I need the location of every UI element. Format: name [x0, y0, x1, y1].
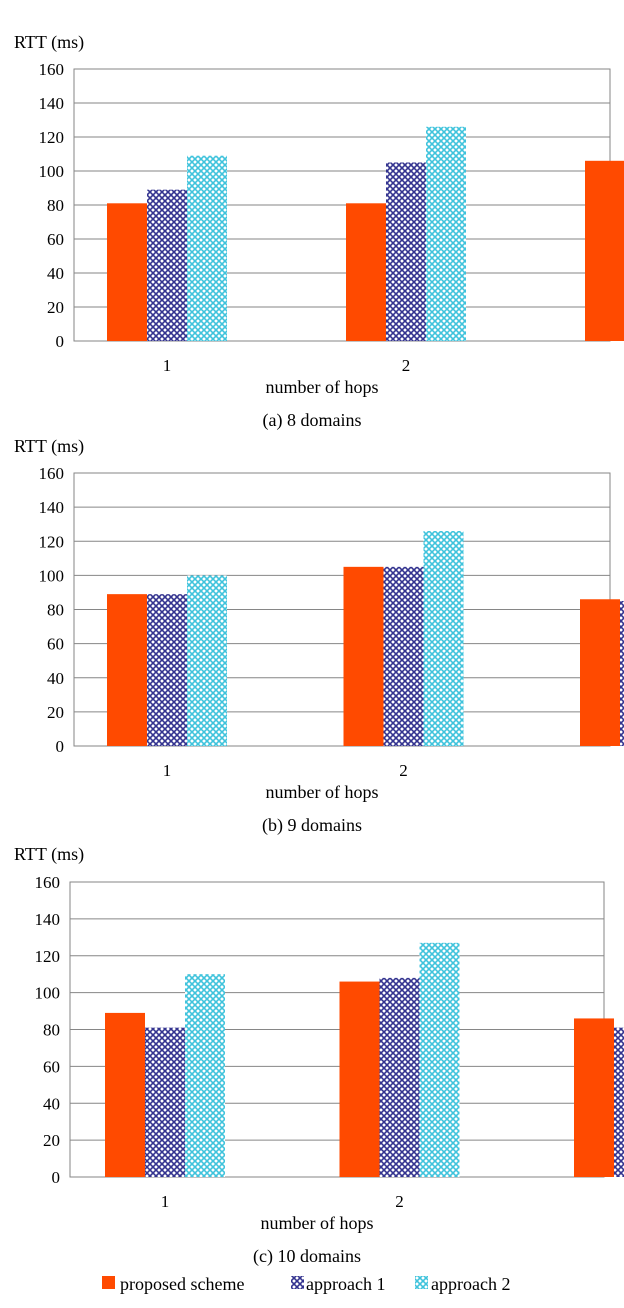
y-tick-label: 60	[47, 635, 64, 654]
chart-caption: (b) 9 domains	[262, 815, 362, 836]
bar-approach-1-hop-2	[379, 977, 420, 1177]
legend-swatch	[102, 1276, 115, 1289]
y-tick-label: 40	[47, 264, 64, 283]
bar-approach-1-hop-2	[386, 162, 426, 341]
bar-proposed-scheme-hop-1	[107, 594, 147, 746]
chart-caption: (c) 10 domains	[253, 1246, 361, 1267]
x-tick-label: 1	[163, 761, 172, 780]
bar-approach-1-hop-1	[147, 189, 187, 341]
x-axis-label: number of hops	[266, 782, 379, 802]
bar-proposed-scheme-hop-3	[585, 160, 624, 341]
legend-label: proposed scheme	[120, 1274, 244, 1294]
bar-approach-1-hop-3	[620, 600, 624, 746]
y-tick-label: 0	[56, 332, 65, 351]
legend: proposed scheme approach 1 approach 2	[102, 1274, 510, 1294]
y-tick-label: 140	[39, 498, 65, 517]
y-tick-label: 0	[56, 737, 65, 756]
x-tick-label: 2	[402, 356, 411, 375]
y-tick-label: 100	[39, 162, 65, 181]
bar-approach-1-hop-1	[147, 594, 187, 746]
bar-approach-2-hop-2	[423, 531, 464, 746]
bar-proposed-scheme-hop-3	[574, 1018, 614, 1177]
y-tick-label: 100	[39, 566, 65, 585]
y-tick-label: 40	[43, 1094, 60, 1113]
chart-caption: (a) 8 domains	[263, 410, 362, 431]
bar-approach-2-hop-2	[419, 942, 460, 1177]
y-tick-label: 140	[39, 94, 65, 113]
chart-panel: RTT (ms)020406080100120140160123number o…	[14, 32, 624, 431]
chart-panel: RTT (ms)020406080100120140160123number o…	[14, 436, 624, 836]
y-tick-label: 160	[35, 873, 61, 892]
y-tick-label: 80	[47, 196, 64, 215]
x-tick-label: 2	[399, 761, 408, 780]
y-tick-label: 60	[43, 1057, 60, 1076]
bar-proposed-scheme-hop-2	[346, 203, 386, 341]
x-tick-label: 2	[395, 1192, 404, 1211]
y-tick-label: 120	[39, 128, 65, 147]
bar-approach-2-hop-2	[426, 126, 466, 341]
bar-approach-1-hop-2	[383, 566, 424, 746]
y-tick-label: 80	[47, 601, 64, 620]
legend-label: approach 2	[431, 1274, 510, 1294]
bar-proposed-scheme-hop-2	[339, 981, 380, 1177]
bar-approach-2-hop-1	[185, 974, 225, 1177]
y-tick-label: 60	[47, 230, 64, 249]
legend-swatch	[291, 1276, 304, 1289]
y-tick-label: 160	[39, 464, 65, 483]
x-tick-label: 1	[163, 356, 172, 375]
x-axis-label: number of hops	[261, 1213, 374, 1233]
y-tick-label: 120	[39, 532, 65, 551]
bar-proposed-scheme-hop-3	[580, 599, 620, 746]
y-tick-label: 140	[35, 910, 61, 929]
bar-approach-2-hop-1	[187, 575, 227, 746]
bar-approach-1-hop-1	[145, 1027, 185, 1177]
y-tick-label: 20	[43, 1131, 60, 1150]
legend-swatch	[415, 1276, 428, 1289]
y-tick-label: 160	[39, 60, 65, 79]
y-axis-label: RTT (ms)	[14, 844, 84, 865]
y-tick-label: 100	[35, 984, 61, 1003]
bar-proposed-scheme-hop-2	[343, 566, 384, 746]
y-tick-label: 80	[43, 1021, 60, 1040]
y-tick-label: 20	[47, 298, 64, 317]
y-axis-label: RTT (ms)	[14, 436, 84, 457]
x-axis-label: number of hops	[266, 377, 379, 397]
x-tick-label: 1	[161, 1192, 170, 1211]
y-tick-label: 120	[35, 947, 61, 966]
bar-approach-1-hop-3	[614, 1027, 624, 1177]
bar-proposed-scheme-hop-1	[107, 203, 147, 341]
y-tick-label: 0	[52, 1168, 61, 1187]
y-tick-label: 20	[47, 703, 64, 722]
y-axis-label: RTT (ms)	[14, 32, 84, 53]
chart-panel: RTT (ms)020406080100120140160123number o…	[14, 844, 624, 1267]
y-tick-label: 40	[47, 669, 64, 688]
legend-label: approach 1	[306, 1274, 385, 1294]
bar-proposed-scheme-hop-1	[105, 1012, 145, 1177]
bar-approach-2-hop-1	[187, 155, 227, 341]
